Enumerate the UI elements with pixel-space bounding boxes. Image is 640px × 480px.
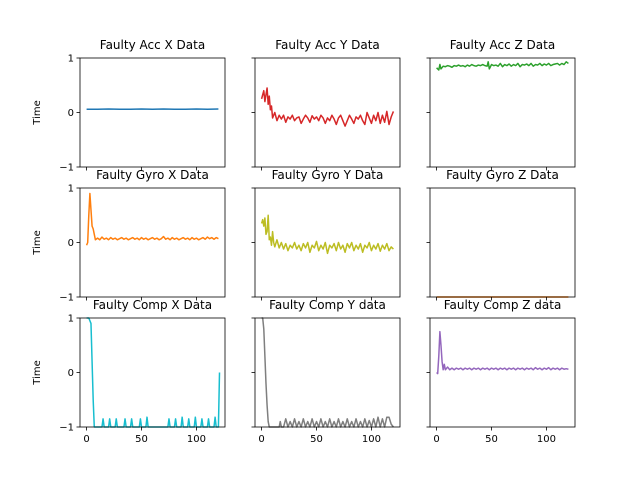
- subplot-title: Faulty Acc Z Data: [450, 38, 555, 52]
- subplot: Faulty Gyro Y Data: [251, 168, 401, 301]
- subplot: Faulty Gyro Z Data: [426, 168, 576, 301]
- y-tick-label: −1: [59, 423, 74, 434]
- series-line: [436, 61, 569, 71]
- subplot-title: Faulty Comp Z data: [444, 298, 562, 312]
- x-tick-label: 100: [362, 434, 381, 445]
- x-tick-label: 100: [187, 434, 206, 445]
- x-tick-label: 100: [537, 434, 556, 445]
- x-tick-label: 0: [258, 434, 264, 445]
- x-tick-label: 50: [485, 434, 498, 445]
- axes-frame: [429, 57, 576, 168]
- y-tick-label: −1: [59, 293, 74, 304]
- x-tick-label: 50: [135, 434, 148, 445]
- axes-frame: [79, 187, 226, 298]
- axes-frame: [79, 57, 226, 168]
- y-axis-label: Time: [32, 100, 43, 125]
- y-axis-label: Time: [32, 230, 43, 255]
- series-line: [260, 214, 394, 255]
- y-tick-label: 0: [68, 368, 74, 379]
- series-line: [86, 317, 221, 428]
- y-tick-label: 1: [68, 184, 74, 195]
- series-line: [85, 192, 219, 246]
- subplot-title: Faulty Gyro Y Data: [272, 168, 384, 182]
- x-tick-label: 50: [310, 434, 323, 445]
- x-tick-label: 0: [433, 434, 439, 445]
- subplot: 0 50 100 Faulty Comp Y data: [251, 298, 401, 445]
- subplot: 0 50 100 Faulty Comp Z data: [426, 298, 576, 445]
- axes-frame: [429, 317, 576, 428]
- y-axis-label: Time: [32, 360, 43, 385]
- subplot: 1 0 −1 0 50 100 Time Faulty Comp X Data: [32, 298, 226, 445]
- series-line: [436, 330, 569, 375]
- y-tick-label: −1: [59, 163, 74, 174]
- subplot-title: Faulty Gyro X Data: [96, 168, 209, 182]
- subplot: Faulty Acc Z Data: [426, 38, 576, 171]
- subplot-title: Faulty Comp Y data: [269, 298, 386, 312]
- subplot: 1 0 −1 Time Faulty Gyro X Data: [32, 168, 226, 304]
- subplot-title: Faulty Gyro Z Data: [446, 168, 559, 182]
- axes-frame: [254, 317, 401, 428]
- y-tick-label: 1: [68, 54, 74, 65]
- x-tick-label: 0: [83, 434, 89, 445]
- y-tick-label: 0: [68, 108, 74, 119]
- series-line: [261, 317, 394, 428]
- subplot: 1 0 −1 Time Faulty Acc X Data: [32, 38, 226, 174]
- subplot: Faulty Acc Y Data: [251, 38, 401, 171]
- subplot-title: Faulty Acc X Data: [100, 38, 205, 52]
- axes-frame: [429, 187, 576, 298]
- subplot-title: Faulty Comp X Data: [93, 298, 212, 312]
- subplot-title: Faulty Acc Y Data: [275, 38, 380, 52]
- y-tick-label: 1: [68, 314, 74, 325]
- axes-frame: [79, 317, 226, 428]
- y-tick-label: 0: [68, 238, 74, 249]
- series-line: [260, 87, 395, 127]
